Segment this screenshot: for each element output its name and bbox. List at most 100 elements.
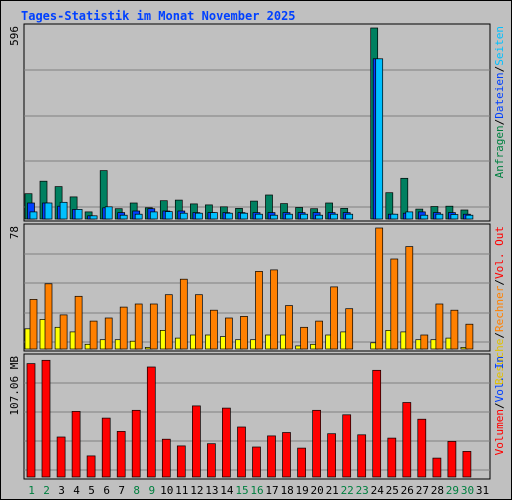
bar-volumen-day-26 bbox=[402, 402, 412, 478]
x-tick-label: 23 bbox=[356, 484, 369, 497]
bar-seiten-day-20 bbox=[315, 214, 323, 220]
bar-seiten-day-14 bbox=[225, 212, 233, 220]
bar-rechner-day-9 bbox=[149, 303, 158, 350]
bar-seiten-day-25 bbox=[390, 213, 399, 220]
bar-rechner-day-25 bbox=[390, 258, 399, 350]
bar-volumen-day-23 bbox=[357, 434, 367, 478]
legend-entry: / bbox=[493, 332, 506, 339]
x-tick-label: 18 bbox=[280, 484, 293, 497]
bar-volumen-day-28 bbox=[432, 457, 442, 478]
x-tick-label: 12 bbox=[190, 484, 203, 497]
bar-volumen-day-3 bbox=[56, 436, 66, 478]
bar-volumen-day-2 bbox=[41, 359, 51, 478]
legend-requests: Anfragen/Dateien/Seiten bbox=[493, 26, 506, 178]
x-tick-label: 28 bbox=[431, 484, 444, 497]
bar-rechner-day-28 bbox=[435, 303, 444, 350]
bar-rechner-day-7 bbox=[119, 306, 128, 350]
legend-entry: Seiten bbox=[493, 26, 506, 66]
bar-seiten-day-12 bbox=[195, 212, 203, 220]
x-tick-label: 15 bbox=[235, 484, 248, 497]
bar-rechner-day-30 bbox=[465, 323, 474, 350]
bar-volumen-day-15 bbox=[237, 426, 246, 478]
bar-rechner-day-21 bbox=[330, 286, 338, 350]
bar-rechner-day-8 bbox=[134, 303, 143, 350]
bar-rechner-day-15 bbox=[240, 316, 248, 350]
bar-seiten-day-28 bbox=[435, 213, 444, 220]
legend-entry: / bbox=[493, 402, 506, 409]
x-tick-label: 29 bbox=[446, 484, 459, 497]
bar-volumen-day-20 bbox=[312, 409, 321, 478]
bar-rechner-day-16 bbox=[255, 271, 263, 350]
bar-volumen-day-18 bbox=[282, 432, 291, 478]
chart-title: Tages-Statistik im Monat November 2025 bbox=[21, 9, 296, 23]
legend-entry: Rechner bbox=[493, 285, 506, 332]
x-tick-label: 27 bbox=[416, 484, 429, 497]
bar-seiten-day-8 bbox=[134, 213, 143, 220]
bar-seiten-day-26 bbox=[405, 211, 414, 220]
bar-volumen-day-21 bbox=[327, 433, 336, 478]
x-tick-label: 6 bbox=[103, 484, 110, 497]
ymax-label-visits: 78 bbox=[8, 226, 21, 239]
x-tick-label: 19 bbox=[295, 484, 308, 497]
bar-rechner-day-18 bbox=[285, 305, 293, 350]
x-tick-label: 30 bbox=[461, 484, 474, 497]
bar-volumen-day-24 bbox=[372, 369, 382, 478]
bar-rechner-day-27 bbox=[420, 334, 429, 350]
legend-entry: / bbox=[493, 279, 506, 286]
legend-entry: Besuche bbox=[493, 339, 506, 385]
bar-seiten-day-10 bbox=[164, 211, 173, 220]
bar-volumen-day-5 bbox=[86, 455, 96, 478]
bar-volumen-day-27 bbox=[417, 418, 427, 478]
bar-seiten-day-6 bbox=[104, 206, 113, 220]
bar-seiten-day-7 bbox=[119, 214, 128, 220]
bar-rechner-day-24 bbox=[375, 227, 384, 350]
x-tick-label: 16 bbox=[250, 484, 263, 497]
x-tick-label: 17 bbox=[265, 484, 278, 497]
bar-volumen-day-14 bbox=[222, 407, 231, 478]
x-tick-label: 14 bbox=[220, 484, 234, 497]
bar-seiten-day-13 bbox=[210, 212, 218, 220]
legend-entry: / bbox=[493, 66, 506, 73]
bar-seiten-day-18 bbox=[285, 213, 293, 220]
bar-rechner-day-13 bbox=[210, 309, 218, 350]
legend-entry: Vol. In bbox=[493, 356, 506, 402]
bar-volumen-day-30 bbox=[462, 451, 472, 478]
bar-rechner-day-29 bbox=[450, 309, 459, 350]
bar-volumen-day-12 bbox=[192, 405, 201, 478]
bar-volumen-day-7 bbox=[116, 431, 126, 478]
bar-rechner-day-26 bbox=[405, 246, 414, 350]
bar-volumen-day-19 bbox=[297, 447, 306, 478]
bar-volumen-day-16 bbox=[252, 446, 261, 478]
bar-seiten-day-21 bbox=[330, 213, 338, 220]
ymax-label-requests: 596 bbox=[8, 26, 21, 46]
bar-rechner-day-5 bbox=[89, 320, 98, 350]
x-tick-label: 9 bbox=[148, 484, 155, 497]
bar-volumen-day-1 bbox=[26, 363, 36, 478]
legend-entry: Dateien bbox=[493, 72, 506, 118]
x-tick-label: 5 bbox=[88, 484, 95, 497]
bar-seiten-day-2 bbox=[44, 202, 53, 220]
x-tick-label: 3 bbox=[58, 484, 65, 497]
bar-seiten-day-5 bbox=[89, 215, 98, 220]
bar-seiten-day-9 bbox=[149, 211, 158, 220]
bar-seiten-day-1 bbox=[29, 211, 38, 220]
bar-seiten-day-11 bbox=[179, 212, 188, 220]
x-tick-label: 4 bbox=[73, 484, 80, 497]
bar-seiten-day-4 bbox=[74, 209, 83, 220]
x-tick-label: 2 bbox=[43, 484, 50, 497]
panel-requests bbox=[23, 23, 491, 222]
legend-entry: Anfragen bbox=[493, 125, 506, 178]
x-tick-label: 21 bbox=[326, 484, 339, 497]
x-tick-label: 20 bbox=[310, 484, 323, 497]
bar-rechner-day-20 bbox=[315, 320, 323, 350]
x-tick-label: 25 bbox=[386, 484, 399, 497]
bar-volumen-day-22 bbox=[342, 414, 352, 478]
bar-seiten-day-27 bbox=[420, 214, 429, 220]
bar-volumen-day-13 bbox=[207, 443, 216, 478]
bar-seiten-day-30 bbox=[465, 214, 474, 220]
bar-rechner-day-2 bbox=[44, 283, 53, 350]
legend-visits: Besuche/Rechner/Vol. Out bbox=[493, 226, 506, 385]
bar-volumen-day-29 bbox=[447, 441, 457, 478]
legend-entry: / bbox=[493, 119, 506, 126]
